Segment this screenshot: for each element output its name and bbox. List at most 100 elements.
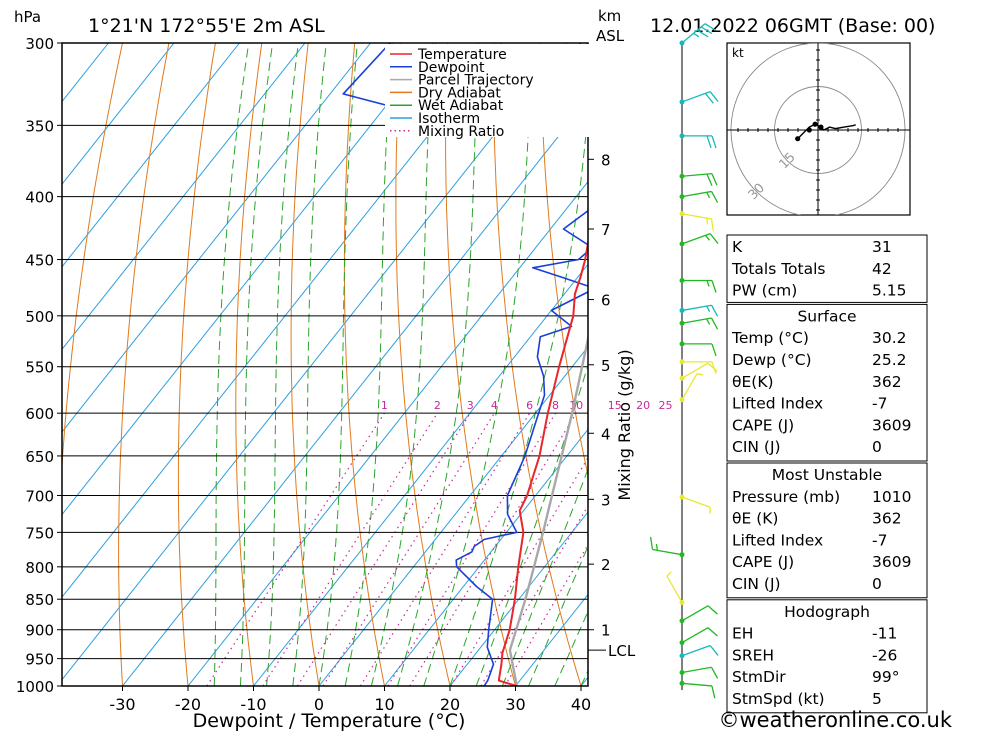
wind-barb-half-flag: [707, 218, 708, 224]
dry-adiabat-line: [178, 43, 215, 686]
pressure-tick-label: 750: [25, 524, 54, 542]
index-row-value: 3609: [872, 416, 911, 434]
temperature-tick-label: -30: [109, 695, 135, 714]
wind-barb-flag: [708, 628, 717, 636]
lcl-label: LCL: [608, 642, 636, 660]
wind-barb-half-flag: [697, 374, 703, 375]
height-tick-label: 2: [601, 556, 611, 574]
mixing-ratio-tick-label: 25: [659, 399, 673, 412]
index-row-label: EH: [732, 625, 753, 643]
height-tick-label: 7: [601, 221, 611, 239]
index-row-label: CIN (J): [732, 438, 781, 456]
index-row-label: θE (K): [732, 510, 778, 528]
index-row-value: 5: [872, 690, 882, 708]
hodograph-dot: [813, 122, 818, 127]
dry-adiabat-line: [344, 43, 384, 686]
index-row-label: CAPE (J): [732, 416, 794, 434]
wind-barbs: [651, 24, 718, 699]
wind-barb-flag: [712, 174, 717, 186]
mixing-ratio-tick-label: 3: [467, 399, 474, 412]
wind-barb-flag: [712, 280, 716, 292]
index-row-label: Totals Totals: [731, 260, 825, 278]
index-row-value: 25.2: [872, 351, 907, 369]
mixing-ratio-axis-title: Mixing Ratio (g/kg): [615, 349, 634, 500]
pressure-tick-label: 600: [25, 405, 54, 423]
wind-barb-half-flag: [707, 192, 710, 198]
wind-barb: [680, 359, 717, 374]
mixing-ratio-line: [388, 413, 556, 686]
wind-barb-half-flag: [707, 306, 710, 312]
mixing-ratio-tick-label: 1: [381, 399, 388, 412]
wind-barb: [680, 133, 717, 148]
wind-barb: [680, 234, 719, 247]
asl-unit-label: ASL: [596, 27, 625, 45]
dry-adiabat-line: [119, 43, 169, 686]
wind-barb: [680, 174, 717, 186]
wet-adiabat-line: [293, 43, 327, 686]
index-row-value: -26: [872, 646, 897, 664]
pressure-tick-label: 850: [25, 591, 54, 609]
indices-section-title: Surface: [797, 307, 856, 325]
index-row-label: PW (cm): [732, 282, 797, 300]
wind-barb-shaft: [682, 606, 708, 621]
height-tick-label: 4: [601, 425, 611, 443]
wind-barb: [680, 211, 714, 231]
wind-barb: [680, 278, 717, 293]
wind-barb-half-flag: [707, 319, 710, 325]
pressure-tick-label: 1000: [16, 678, 54, 696]
index-row-label: CIN (J): [732, 575, 781, 593]
wind-barb: [680, 363, 718, 381]
wind-barb-flag: [710, 646, 718, 656]
wind-barb: [680, 646, 719, 659]
legend-entry: Mixing Ratio: [418, 124, 504, 140]
dry-adiabat-line: [912, 43, 1000, 686]
wind-barb-flag: [710, 234, 718, 244]
hodograph-dot: [795, 136, 800, 141]
wet-adiabat-line: [502, 43, 723, 686]
pressure-tick-label: 800: [25, 559, 54, 577]
wind-barb-shaft: [682, 497, 710, 507]
hpa-unit-label: hPa: [14, 8, 41, 26]
index-row-label: StmSpd (kt): [732, 690, 825, 708]
wind-barb: [680, 191, 718, 202]
wind-barb-flag: [712, 191, 718, 202]
wind-barb: [651, 537, 685, 557]
index-row-label: CAPE (J): [732, 553, 794, 571]
isotherm-line: [123, 43, 633, 686]
wind-barb-shaft: [682, 646, 710, 656]
index-row-value: 31: [872, 238, 892, 256]
km-unit-label: km: [598, 7, 621, 25]
temperature-tick-label: 30: [505, 695, 525, 714]
hodograph-dot: [807, 127, 812, 132]
wind-barb-half-flag: [707, 280, 709, 286]
dry-adiabat-line: [958, 43, 1000, 686]
isotherm-line: [0, 43, 436, 686]
height-tick-label: 6: [601, 292, 611, 310]
pressure-tick-label: 700: [25, 488, 54, 506]
wind-barb-half-flag: [656, 544, 657, 550]
indices-section-title: Most Unstable: [772, 466, 882, 484]
wind-barb-flag: [712, 136, 716, 148]
mixing-ratio-line: [410, 413, 576, 686]
index-row-value: 5.15: [872, 282, 907, 300]
temperature-tick-label: 40: [571, 695, 591, 714]
hodograph-dot: [818, 125, 823, 130]
pressure-tick-label: 650: [25, 448, 54, 466]
index-row-value: 362: [872, 510, 902, 528]
x-axis-title: Dewpoint / Temperature (°C): [193, 710, 466, 732]
index-row-value: 0: [872, 438, 882, 456]
height-tick-label: 8: [601, 151, 611, 169]
wind-barb-flag: [712, 667, 718, 678]
index-row-label: θE(K): [732, 373, 774, 391]
index-row-label: Pressure (mb): [732, 488, 840, 506]
wind-barb-half-flag: [705, 235, 709, 240]
index-row-value: 99°: [872, 668, 899, 686]
wind-barb: [680, 667, 718, 678]
index-row-value: 1010: [872, 488, 911, 506]
wind-barb: [680, 318, 718, 329]
mixing-ratio-line: [505, 413, 666, 686]
index-row-value: -7: [872, 531, 887, 549]
